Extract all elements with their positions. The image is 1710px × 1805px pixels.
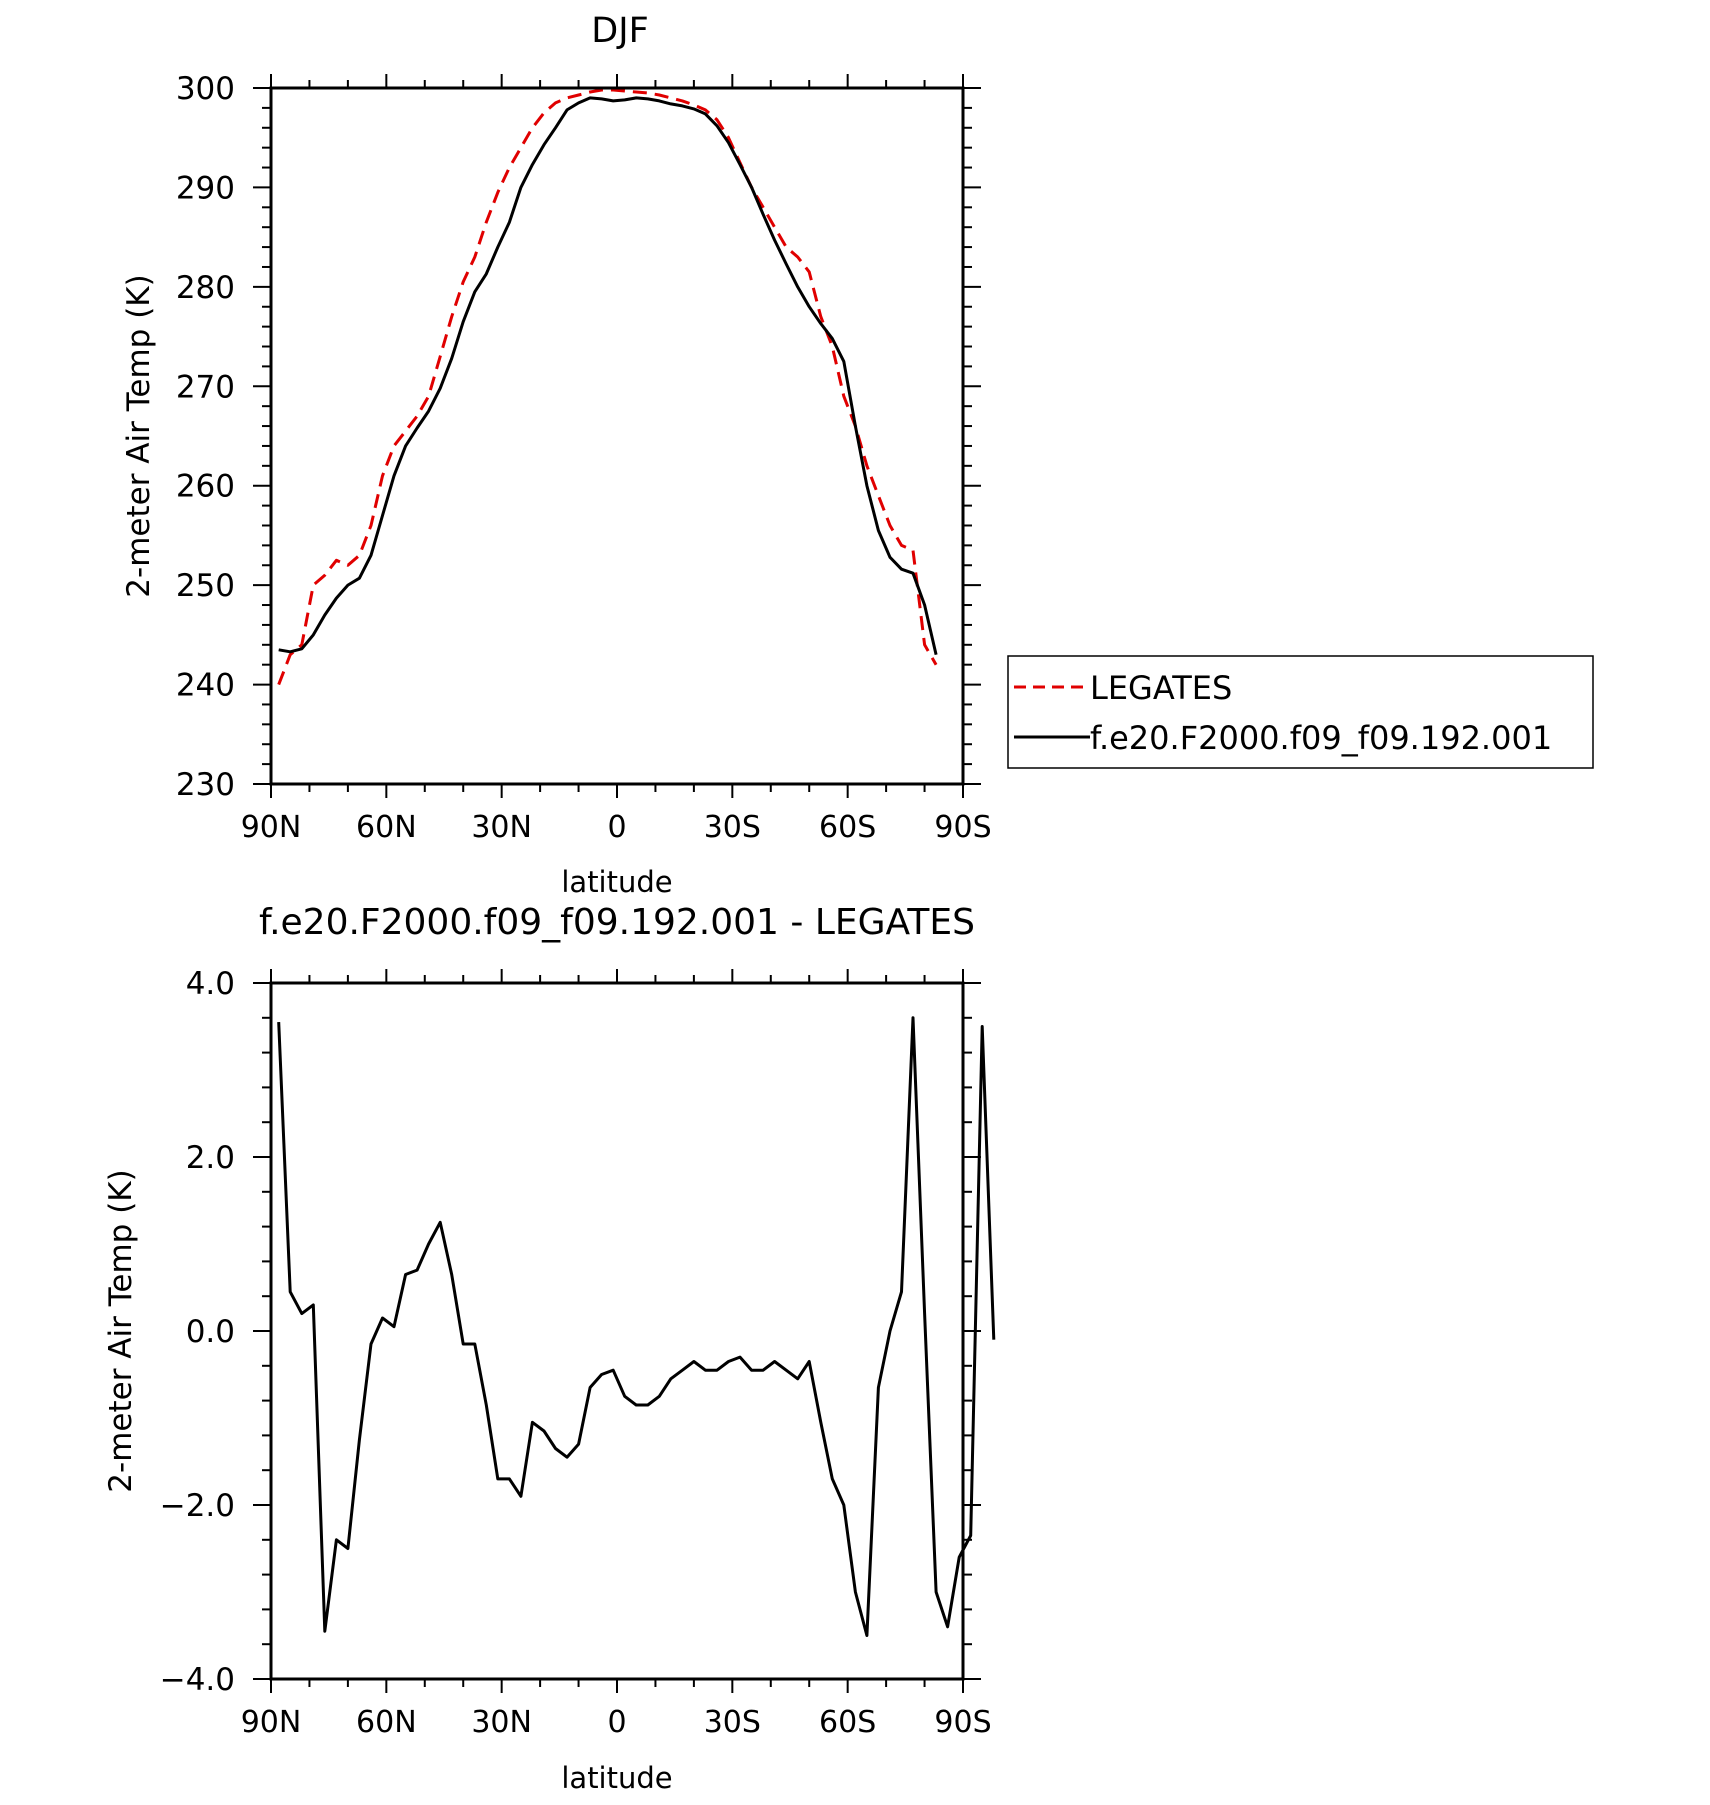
top-chart-title: DJF	[591, 11, 648, 51]
bottom-chart-title: f.e20.F2000.f09_f09.192.001 - LEGATES	[259, 902, 975, 943]
bottom-axis-ticks: 90N 60N 30N 0 30S 60S 90S −4.0 −2.0 0.0 2.0 4.0	[160, 966, 992, 1740]
top-y-tick-label: 250	[176, 568, 235, 604]
top-x-axis-label: latitude	[561, 865, 672, 899]
bottom-x-tick-label: 30S	[704, 1705, 761, 1740]
legend-label-model: f.e20.F2000.f09_f09.192.001	[1090, 719, 1552, 757]
top-x-tick-label: 60N	[356, 810, 417, 845]
top-y-tick-label: 270	[176, 369, 235, 405]
bottom-y-tick-label: 2.0	[186, 1140, 235, 1176]
top-series-lines	[277, 88, 938, 686]
top-series-line-f-e20-f2000-f09-f09-192-001	[278, 96, 938, 656]
bottom-x-tick-label: 60N	[356, 1705, 417, 1740]
bottom-x-tick-label: 0	[607, 1705, 626, 1740]
top-x-tick-label: 90N	[241, 810, 302, 845]
bottom-y-tick-label: −4.0	[160, 1662, 235, 1698]
top-y-tick-label: 260	[176, 469, 235, 505]
legend-box	[1007, 655, 1594, 769]
top-y-tick-label: 280	[176, 270, 235, 306]
top-y-tick-label: 300	[176, 71, 235, 107]
bottom-y-tick-label: 4.0	[186, 966, 235, 1002]
legend: LEGATES f.e20.F2000.f09_f09.192.001	[1007, 655, 1594, 769]
bottom-panel: f.e20.F2000.f09_f09.192.001 - LEGATES 90…	[103, 902, 996, 1795]
top-y-axis-label: 2-meter Air Temp (K)	[121, 274, 157, 597]
top-x-tick-label: 30N	[471, 810, 532, 845]
bottom-x-tick-label: 90N	[241, 1705, 302, 1740]
top-series-line-legates	[277, 88, 938, 686]
bottom-series-lines	[277, 1016, 996, 1637]
bottom-x-axis-label: latitude	[561, 1761, 672, 1795]
bottom-y-axis-label: 2-meter Air Temp (K)	[103, 1169, 139, 1492]
top-x-tick-label: 0	[607, 810, 626, 845]
top-y-tick-label: 240	[176, 668, 235, 704]
top-y-tick-label: 230	[176, 767, 235, 803]
bottom-y-tick-label: 0.0	[186, 1314, 235, 1350]
bottom-series-line-difference	[277, 1016, 996, 1637]
top-panel: DJF 90N 60N 30N 0 30S 60S 90S 230 240 250 260 270 28…	[121, 11, 992, 899]
top-axis-ticks: 90N 60N 30N 0 30S 60S 90S 230 240 250 260 270 280 290…	[176, 71, 992, 845]
bottom-y-tick-label: −2.0	[160, 1488, 235, 1524]
bottom-x-tick-label: 60S	[819, 1705, 876, 1740]
bottom-x-tick-label: 90S	[934, 1705, 991, 1740]
top-x-tick-label: 90S	[934, 810, 991, 845]
top-x-tick-label: 60S	[819, 810, 876, 845]
top-y-tick-label: 290	[176, 170, 235, 206]
bottom-plot-frame	[269, 981, 965, 1681]
bottom-x-tick-label: 30N	[471, 1705, 532, 1740]
legend-label-legates: LEGATES	[1090, 669, 1232, 707]
top-x-tick-label: 30S	[704, 810, 761, 845]
